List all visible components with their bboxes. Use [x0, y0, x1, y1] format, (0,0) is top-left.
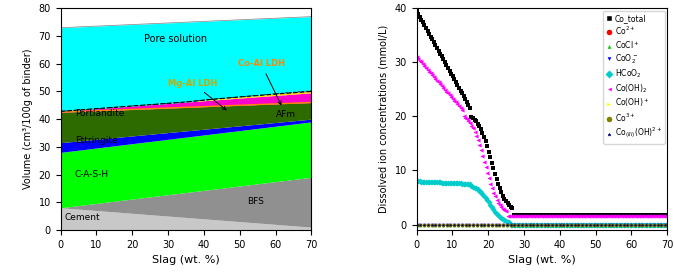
X-axis label: Slag (wt. %): Slag (wt. %): [152, 255, 220, 265]
Text: C-A-S-H: C-A-S-H: [75, 170, 109, 179]
Y-axis label: Volume (cm³/100g of binder): Volume (cm³/100g of binder): [23, 49, 33, 189]
Text: Co-Al LDH: Co-Al LDH: [238, 60, 284, 104]
Legend: Co_total, Co$^{2+}$, CoCl$^+$, CoO$_2^-$, HCoO$_2$, Co(OH)$_2$, Co(OH)$^+$, Co$^: Co_total, Co$^{2+}$, CoCl$^+$, CoO$_2^-$…: [603, 11, 665, 144]
Text: Mg-Al LDH: Mg-Al LDH: [168, 79, 226, 110]
Text: Ettringite: Ettringite: [75, 136, 117, 145]
Text: Portlandite: Portlandite: [75, 109, 125, 118]
Text: Cement: Cement: [64, 213, 100, 222]
X-axis label: Slag (wt. %): Slag (wt. %): [508, 255, 576, 265]
Text: Pore solution: Pore solution: [144, 34, 207, 43]
Text: AFm: AFm: [276, 110, 295, 119]
Y-axis label: Dissolved ion concentrations (mmol/L): Dissolved ion concentrations (mmol/L): [379, 25, 389, 213]
Text: BFS: BFS: [247, 197, 264, 206]
